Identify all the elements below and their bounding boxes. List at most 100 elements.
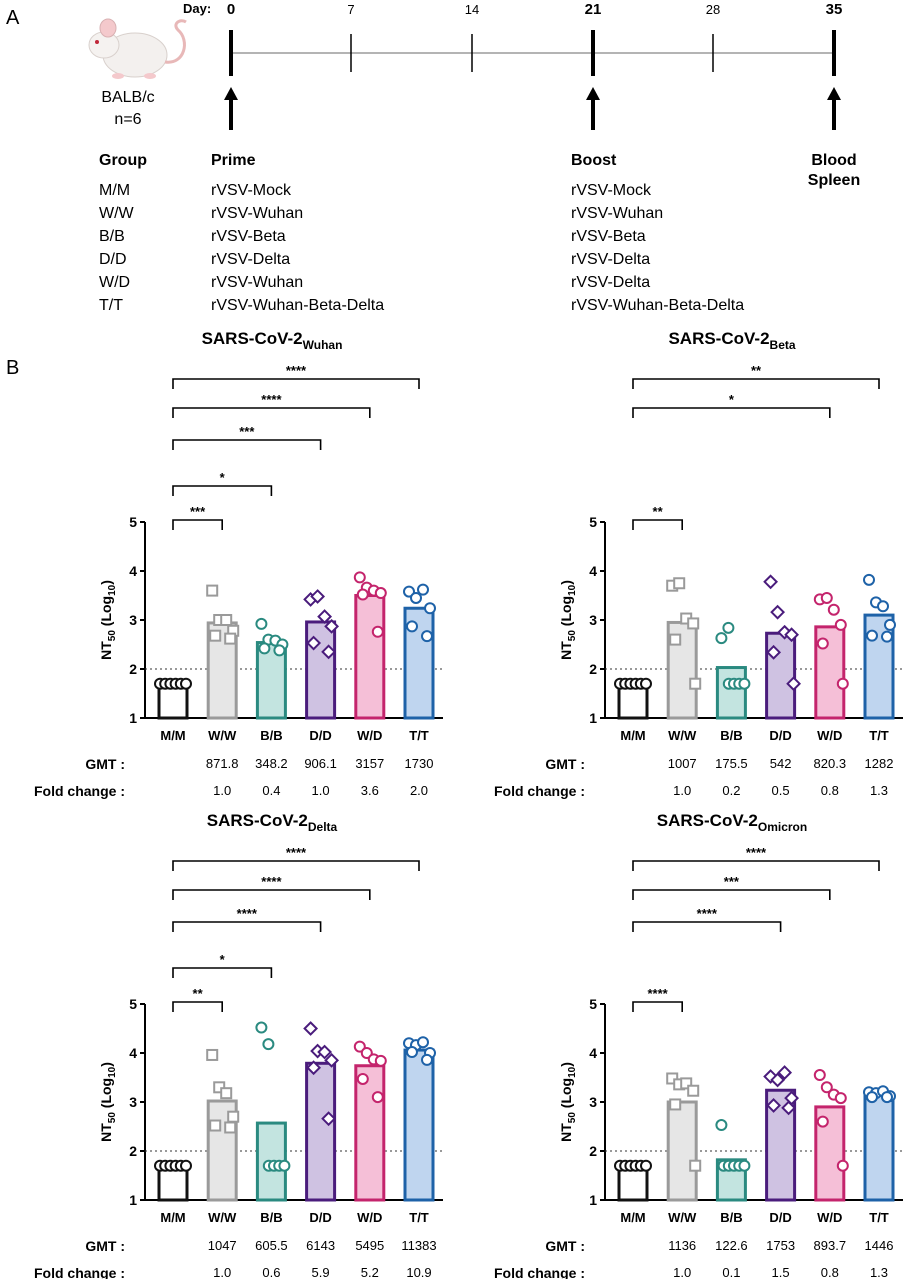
significance-bracket xyxy=(172,378,420,389)
data-point xyxy=(813,1069,826,1082)
significance-label: *** xyxy=(239,424,255,439)
gmt-value: 1282 xyxy=(865,756,894,771)
y-tick-label: 1 xyxy=(589,710,597,726)
data-point xyxy=(374,587,387,600)
y-tick-label: 4 xyxy=(589,1045,597,1061)
y-axis-label-part: (Log xyxy=(98,596,114,630)
data-point xyxy=(317,609,333,624)
y-axis-label-part: 10 xyxy=(107,1066,118,1078)
chart-title-sub: Wuhan xyxy=(303,338,343,352)
data-point xyxy=(321,644,337,660)
fold-change-value: 0.2 xyxy=(722,783,740,798)
mouse-tail xyxy=(164,19,187,64)
mouse-foot xyxy=(144,73,156,79)
data-point xyxy=(877,600,889,613)
table-cell-group: W/W xyxy=(99,205,135,222)
significance-label: ** xyxy=(653,504,664,519)
y-tick-label: 4 xyxy=(589,563,597,579)
data-point xyxy=(258,642,271,655)
data-point xyxy=(206,1048,219,1061)
fold-change-value: 1.3 xyxy=(870,1265,888,1279)
x-tick-label: W/D xyxy=(817,728,842,743)
data-point xyxy=(306,635,322,651)
data-point xyxy=(406,1046,418,1059)
x-tick-label: D/D xyxy=(769,728,791,743)
significance-label: **** xyxy=(647,986,668,1001)
y-axis-label-part: ) xyxy=(558,1062,574,1067)
fold-change-value: 5.2 xyxy=(361,1265,379,1279)
x-tick-label: W/D xyxy=(357,728,382,743)
data-point xyxy=(786,676,802,692)
gmt-value: 542 xyxy=(770,756,792,771)
significance-bracket xyxy=(632,1001,683,1012)
data-point xyxy=(406,620,418,633)
fold-change-value: 5.9 xyxy=(312,1265,330,1279)
table-header-endpoint: Spleen xyxy=(808,172,860,189)
significance-bracket xyxy=(172,967,273,978)
gmt-value: 3157 xyxy=(355,756,384,771)
table-header-group: Group xyxy=(99,152,147,169)
data-point xyxy=(640,677,652,690)
chart-title-main: SARS-CoV-2 xyxy=(668,329,769,348)
x-tick-label: D/D xyxy=(309,728,331,743)
fold-change-label: Fold change : xyxy=(34,1265,125,1279)
y-tick-label: 5 xyxy=(589,996,597,1012)
data-point xyxy=(722,621,735,634)
y-axis-label: NT50 (Log10) xyxy=(558,580,578,660)
fold-change-value: 1.3 xyxy=(870,783,888,798)
significance-label: ** xyxy=(751,363,762,378)
data-point xyxy=(669,1098,682,1111)
data-point xyxy=(881,1091,893,1104)
x-tick-label: D/D xyxy=(309,1210,331,1225)
data-point xyxy=(224,632,237,645)
fold-change-value: 0.4 xyxy=(262,783,280,798)
significance-bracket xyxy=(172,1001,223,1012)
y-tick-label: 3 xyxy=(129,612,137,628)
significance-label: **** xyxy=(697,906,718,921)
gmt-value: 348.2 xyxy=(255,756,288,771)
x-tick-label: M/M xyxy=(620,728,645,743)
significance-bracket xyxy=(632,378,880,389)
bar-d-d xyxy=(765,631,797,720)
significance-label: **** xyxy=(261,392,282,407)
fold-change-label: Fold change : xyxy=(34,783,125,799)
data-point xyxy=(884,618,896,631)
data-point xyxy=(820,591,833,604)
significance-bracket xyxy=(172,921,322,932)
fold-change-value: 0.1 xyxy=(722,1265,740,1279)
bar-w-d xyxy=(354,1064,386,1202)
data-point xyxy=(209,629,222,642)
fold-change-value: 1.0 xyxy=(213,1265,231,1279)
significance-label: **** xyxy=(261,874,282,889)
bar-d-d xyxy=(305,620,337,720)
data-point xyxy=(827,603,840,616)
table-cell-group: T/T xyxy=(99,297,123,314)
data-point xyxy=(273,644,286,657)
data-point xyxy=(371,1091,384,1104)
fold-change-value: 1.0 xyxy=(673,1265,691,1279)
table-cell-group: M/M xyxy=(99,182,130,199)
y-axis-label-part: (Log xyxy=(98,1078,114,1112)
y-axis-label: NT50 (Log10) xyxy=(98,1062,118,1142)
chart-wuhan: SARS-CoV-2Wuhan NT50 (Log10) 1 2 3 4 5 M/M W/W 87… xyxy=(34,329,443,799)
gmt-value: 1753 xyxy=(766,1238,795,1253)
fold-change-value: 1.0 xyxy=(673,783,691,798)
significance-label: **** xyxy=(286,845,307,860)
chart-delta: SARS-CoV-2Delta NT50 (Log10) 1 2 3 4 5 M/M W/W 10… xyxy=(34,811,443,1279)
chart-title: SARS-CoV-2Delta xyxy=(207,811,338,834)
data-point xyxy=(180,1159,192,1172)
data-point xyxy=(680,1077,693,1090)
data-point xyxy=(738,677,751,690)
timeline-day: 7 xyxy=(347,2,354,17)
data-point xyxy=(220,614,233,626)
data-point xyxy=(303,1021,319,1036)
y-axis-label-part: NT xyxy=(558,1123,574,1142)
data-point xyxy=(766,644,782,660)
y-tick-label: 1 xyxy=(589,1192,597,1208)
significance-label: **** xyxy=(237,906,258,921)
data-point xyxy=(374,1054,387,1067)
mouse-ear xyxy=(99,18,117,38)
y-tick-label: 3 xyxy=(589,1094,597,1110)
y-axis-label-part: ) xyxy=(98,580,114,585)
y-tick-label: 5 xyxy=(589,514,597,530)
